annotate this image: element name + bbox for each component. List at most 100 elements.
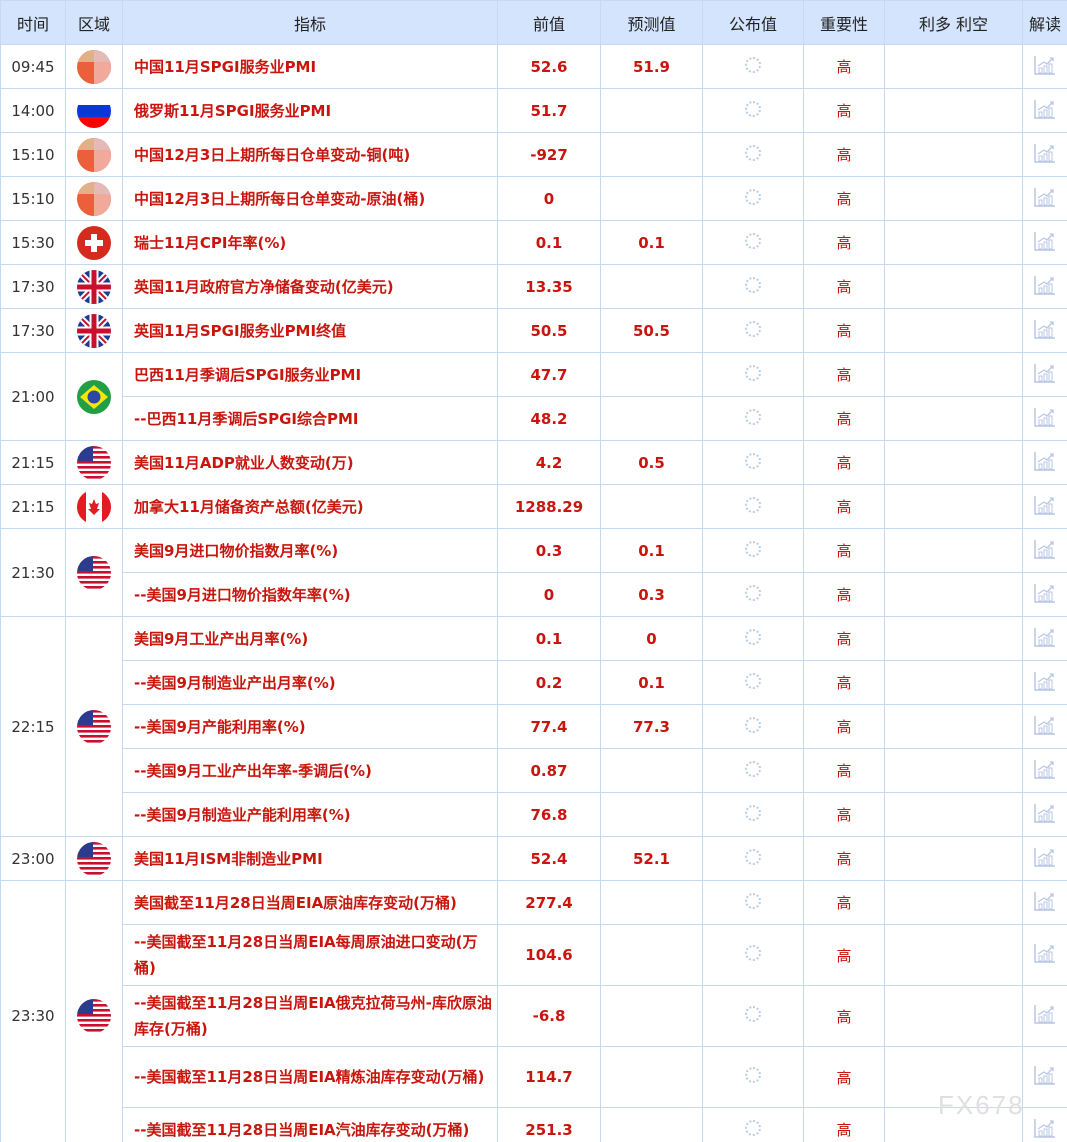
importance: 高 (803, 572, 885, 617)
chart-analysis-icon[interactable] (1034, 627, 1056, 651)
analysis-cell[interactable] (1022, 985, 1067, 1047)
indicator-link[interactable]: 加拿大11月储备资产总额(亿美元) (122, 484, 498, 529)
analysis-cell[interactable] (1022, 528, 1067, 573)
bull-bear-cell (884, 176, 1023, 221)
indicator-link[interactable]: 瑞士11月CPI年率(%) (122, 220, 498, 265)
analysis-cell[interactable] (1022, 220, 1067, 265)
chart-analysis-icon[interactable] (1034, 407, 1056, 431)
loading-spinner-icon (745, 628, 761, 645)
indicator-link[interactable]: 美国9月工业产出月率(%) (122, 616, 498, 661)
analysis-cell[interactable] (1022, 572, 1067, 617)
analysis-cell[interactable] (1022, 396, 1067, 441)
analysis-cell[interactable] (1022, 176, 1067, 221)
chart-analysis-icon[interactable] (1034, 451, 1056, 475)
indicator-link[interactable]: 美国9月进口物价指数月率(%) (122, 528, 498, 573)
chart-analysis-icon[interactable] (1034, 715, 1056, 739)
indicator-link[interactable]: --美国截至11月28日当周EIA俄克拉荷马州-库欣原油库存(万桶) (122, 985, 498, 1047)
analysis-cell[interactable] (1022, 440, 1067, 485)
indicator-link[interactable]: --美国截至11月28日当周EIA精炼油库存变动(万桶) (122, 1046, 498, 1108)
analysis-cell[interactable] (1022, 880, 1067, 925)
time-cell: 21:30 (0, 528, 66, 617)
actual-value (702, 440, 804, 485)
indicator-link[interactable]: --美国9月进口物价指数年率(%) (122, 572, 498, 617)
analysis-cell[interactable] (1022, 264, 1067, 309)
analysis-cell[interactable] (1022, 704, 1067, 749)
actual-value (702, 616, 804, 661)
indicator-link[interactable]: --美国9月制造业产出月率(%) (122, 660, 498, 705)
importance: 高 (803, 396, 885, 441)
indicator-link[interactable]: 美国11月ISM非制造业PMI (122, 836, 498, 881)
chart-analysis-icon[interactable] (1034, 847, 1056, 871)
analysis-cell[interactable] (1022, 616, 1067, 661)
chart-analysis-icon[interactable] (1034, 99, 1056, 123)
loading-spinner-icon (745, 1006, 761, 1022)
table-row: 23:30 美国截至11月28日当周EIA原油库存变动(万桶) 277.4 高 (0, 880, 1067, 1142)
indicator-link[interactable]: 俄罗斯11月SPGI服务业PMI (122, 88, 498, 133)
indicator-link[interactable]: 中国11月SPGI服务业PMI (122, 44, 498, 89)
header-indicator: 指标 (122, 0, 498, 45)
chart-analysis-icon[interactable] (1034, 891, 1056, 915)
time-cell: 22:15 (0, 616, 66, 837)
chart-analysis-icon[interactable] (1034, 319, 1056, 343)
analysis-cell[interactable] (1022, 132, 1067, 177)
analysis-cell[interactable] (1022, 308, 1067, 353)
chart-analysis-icon[interactable] (1034, 539, 1056, 563)
analysis-cell[interactable] (1022, 44, 1067, 89)
table-row: --美国截至11月28日当周EIA俄克拉荷马州-库欣原油库存(万桶) -6.8 高 (1, 985, 1067, 1047)
indicator-link[interactable]: 美国11月ADP就业人数变动(万) (122, 440, 498, 485)
indicator-link[interactable]: --美国截至11月28日当周EIA每周原油进口变动(万桶) (122, 924, 498, 986)
indicator-link[interactable]: 中国12月3日上期所每日仓单变动-铜(吨) (122, 132, 498, 177)
chart-analysis-icon[interactable] (1034, 55, 1056, 79)
analysis-cell[interactable] (1022, 924, 1067, 986)
analysis-cell[interactable] (1022, 792, 1067, 837)
chart-analysis-icon[interactable] (1034, 143, 1056, 167)
chart-analysis-icon[interactable] (1034, 1066, 1056, 1089)
chart-analysis-icon[interactable] (1034, 583, 1056, 607)
indicator-link[interactable]: --巴西11月季调后SPGI综合PMI (122, 396, 498, 441)
actual-value (702, 308, 804, 353)
loading-spinner-icon (745, 945, 761, 961)
loading-spinner-icon (745, 144, 761, 161)
chart-analysis-icon[interactable] (1034, 231, 1056, 255)
indicator-link[interactable]: 巴西11月季调后SPGI服务业PMI (122, 352, 498, 397)
chart-analysis-icon[interactable] (1034, 275, 1056, 299)
chart-analysis-icon[interactable] (1034, 187, 1056, 211)
analysis-cell[interactable] (1022, 88, 1067, 133)
importance: 高 (803, 528, 885, 573)
indicator-link[interactable]: 英国11月SPGI服务业PMI终值 (122, 308, 498, 353)
chart-analysis-icon[interactable] (1034, 944, 1056, 967)
bull-bear-cell (884, 572, 1023, 617)
time-cell: 23:30 (0, 880, 66, 1142)
analysis-cell[interactable] (1022, 836, 1067, 881)
chart-analysis-icon[interactable] (1034, 803, 1056, 827)
indicator-link[interactable]: --美国9月产能利用率(%) (122, 704, 498, 749)
analysis-cell[interactable] (1022, 1107, 1067, 1142)
analysis-cell[interactable] (1022, 660, 1067, 705)
analysis-cell[interactable] (1022, 748, 1067, 793)
indicator-link[interactable]: --美国9月工业产出年率-季调后(%) (122, 748, 498, 793)
header-time: 时间 (0, 0, 66, 45)
analysis-cell[interactable] (1022, 1046, 1067, 1108)
forecast-value: 0.1 (600, 220, 703, 265)
chart-analysis-icon[interactable] (1034, 363, 1056, 387)
analysis-cell[interactable] (1022, 484, 1067, 529)
chart-analysis-icon[interactable] (1034, 495, 1056, 519)
chart-analysis-icon[interactable] (1034, 1118, 1056, 1142)
chart-analysis-icon[interactable] (1034, 759, 1056, 783)
importance: 高 (803, 1107, 885, 1142)
indicator-link[interactable]: 中国12月3日上期所每日仓单变动-原油(桶) (122, 176, 498, 221)
indicator-link[interactable]: 英国11月政府官方净储备变动(亿美元) (122, 264, 498, 309)
indicator-link[interactable]: --美国截至11月28日当周EIA汽油库存变动(万桶) (122, 1107, 498, 1142)
table-row: --美国9月制造业产出月率(%) 0.2 0.1 高 (1, 660, 1067, 705)
indicator-link[interactable]: 美国截至11月28日当周EIA原油库存变动(万桶) (122, 880, 498, 925)
bull-bear-cell (884, 985, 1023, 1047)
previous-value: 114.7 (497, 1046, 601, 1108)
table-header: 时间 区域 指标 前值 预测值 公布值 重要性 利多 利空 解读 (0, 0, 1067, 45)
chart-analysis-icon[interactable] (1034, 1005, 1056, 1028)
region-cell (65, 132, 123, 177)
loading-spinner-icon (745, 672, 761, 689)
indicator-link[interactable]: --美国9月制造业产能利用率(%) (122, 792, 498, 837)
table-row: --美国9月进口物价指数年率(%) 0 0.3 高 (1, 572, 1067, 617)
chart-analysis-icon[interactable] (1034, 671, 1056, 695)
analysis-cell[interactable] (1022, 352, 1067, 397)
